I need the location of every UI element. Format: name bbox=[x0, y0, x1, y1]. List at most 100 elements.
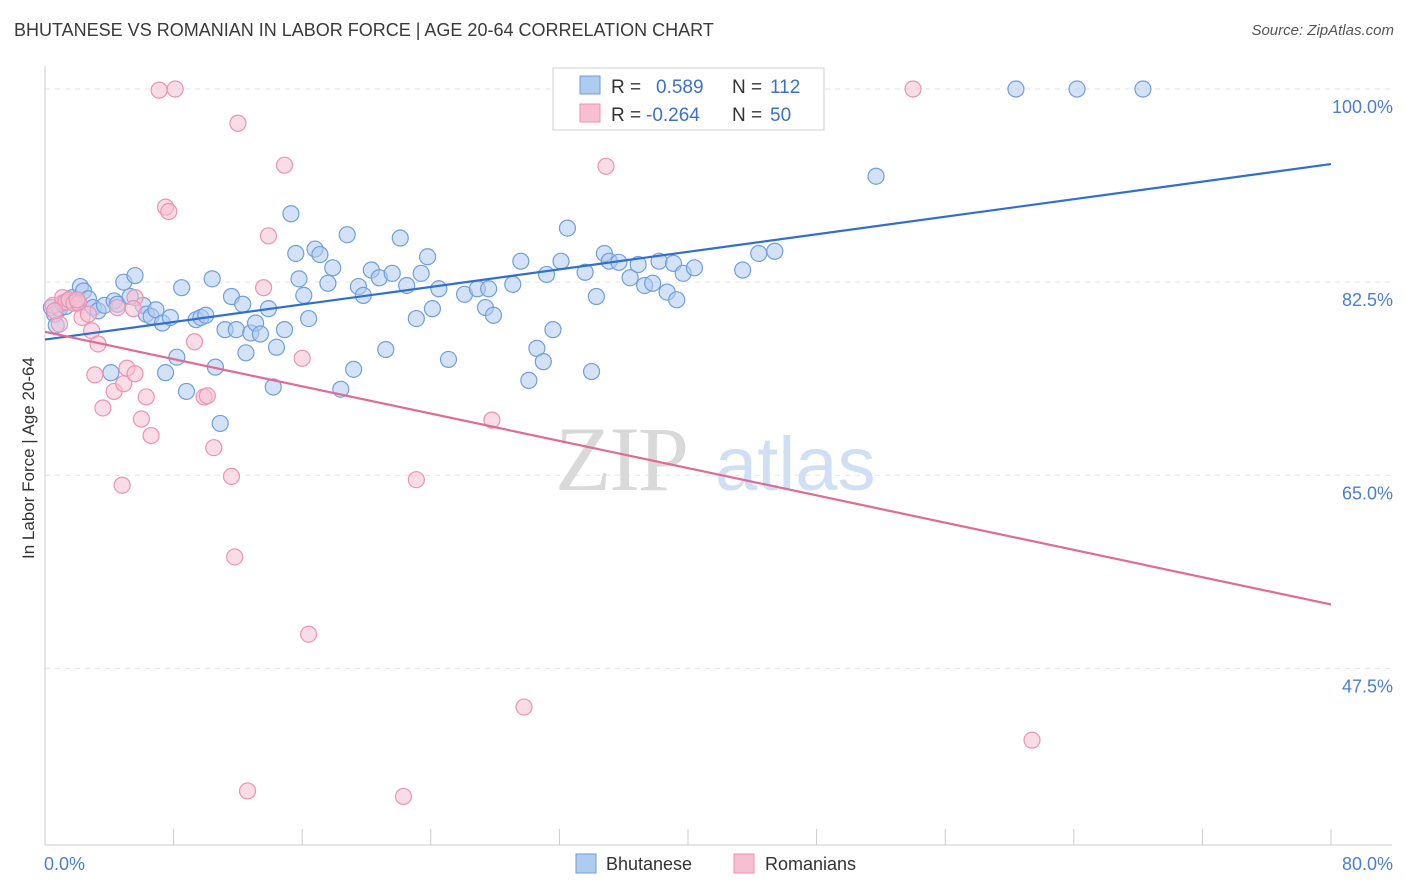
point-romanians-34 bbox=[238, 782, 257, 800]
point-bhutanese-34 bbox=[203, 270, 221, 288]
point-bhutanese-49 bbox=[282, 205, 300, 223]
point-bhutanese-48 bbox=[275, 321, 294, 339]
y-axis-label: In Labor Force | Age 20-64 bbox=[19, 357, 38, 559]
point-bhutanese-89 bbox=[576, 263, 594, 281]
point-romanians-40 bbox=[394, 787, 413, 806]
chart-title: BHUTANESE VS ROMANIAN IN LABOR FORCE | A… bbox=[14, 20, 714, 40]
point-romanians-37 bbox=[275, 156, 294, 174]
point-bhutanese-98 bbox=[644, 274, 662, 292]
point-romanians-25 bbox=[160, 202, 178, 221]
point-bhutanese-36 bbox=[211, 414, 229, 433]
point-bhutanese-81 bbox=[512, 252, 530, 270]
point-romanians-12 bbox=[94, 399, 112, 417]
point-bhutanese-108 bbox=[867, 167, 885, 185]
point-bhutanese-51 bbox=[290, 270, 308, 288]
point-romanians-23 bbox=[150, 81, 168, 99]
point-romanians-20 bbox=[132, 410, 151, 428]
point-romanians-36 bbox=[259, 227, 278, 245]
point-romanians-33 bbox=[229, 114, 247, 132]
point-bhutanese-69 bbox=[407, 309, 425, 328]
point-bhutanese-90 bbox=[582, 362, 601, 381]
x-tick-label-0: 0.0% bbox=[44, 854, 85, 874]
bottom-legend-romanians: Romanians bbox=[765, 854, 856, 874]
point-bhutanese-50 bbox=[287, 244, 305, 263]
legend-n-label-1: N = bbox=[732, 77, 762, 98]
trend-line-romanians bbox=[44, 330, 1332, 606]
point-romanians-26 bbox=[166, 80, 184, 98]
series-legend: Bhutanese Romanians bbox=[575, 853, 856, 874]
point-bhutanese-105 bbox=[734, 261, 752, 279]
point-bhutanese-57 bbox=[324, 259, 342, 277]
watermark-atlas: atlas bbox=[715, 422, 876, 507]
point-bhutanese-44 bbox=[251, 325, 270, 343]
point-romanians-8 bbox=[79, 305, 98, 323]
point-bhutanese-20 bbox=[126, 266, 144, 285]
point-romanians-29 bbox=[198, 387, 216, 405]
point-bhutanese-95 bbox=[621, 269, 639, 287]
point-bhutanese-15 bbox=[102, 364, 120, 382]
x-tick-labels: 0.0% 80.0% bbox=[44, 854, 1393, 874]
point-bhutanese-85 bbox=[537, 265, 556, 284]
point-bhutanese-60 bbox=[345, 360, 363, 378]
point-romanians-49 bbox=[124, 300, 143, 318]
point-bhutanese-72 bbox=[423, 300, 442, 318]
point-bhutanese-80 bbox=[504, 275, 522, 293]
point-bhutanese-87 bbox=[552, 252, 570, 270]
point-bhutanese-109 bbox=[1007, 80, 1025, 98]
legend-r-label-1: R = bbox=[611, 77, 641, 98]
point-romanians-48 bbox=[68, 291, 86, 309]
y-tick-label-1: 82.5% bbox=[1342, 290, 1393, 310]
gridlines bbox=[45, 88, 1392, 669]
bottom-legend-bhutanese: Bhutanese bbox=[606, 854, 692, 874]
point-romanians-38 bbox=[293, 349, 311, 367]
y-tick-label-0: 100.0% bbox=[1332, 97, 1393, 117]
point-bhutanese-47 bbox=[267, 338, 286, 356]
point-romanians-10 bbox=[86, 366, 104, 384]
point-bhutanese-28 bbox=[168, 348, 186, 366]
point-romanians-19 bbox=[126, 365, 144, 383]
legend-swatch-romanians bbox=[579, 103, 601, 123]
point-bhutanese-67 bbox=[391, 229, 409, 247]
point-romanians-45 bbox=[904, 80, 922, 98]
point-bhutanese-40 bbox=[234, 295, 252, 313]
legend-n-value-2: 50 bbox=[770, 105, 791, 126]
point-bhutanese-73 bbox=[430, 280, 448, 298]
point-bhutanese-59 bbox=[338, 226, 356, 244]
point-bhutanese-107 bbox=[766, 242, 784, 260]
point-bhutanese-33 bbox=[197, 306, 215, 324]
point-bhutanese-46 bbox=[264, 378, 282, 396]
point-bhutanese-111 bbox=[1134, 80, 1152, 98]
point-bhutanese-70 bbox=[412, 264, 430, 282]
point-bhutanese-78 bbox=[480, 280, 498, 298]
point-bhutanese-86 bbox=[544, 321, 562, 339]
point-bhutanese-30 bbox=[177, 382, 196, 401]
point-bhutanese-74 bbox=[439, 350, 458, 369]
axes bbox=[44, 66, 1392, 846]
point-bhutanese-66 bbox=[383, 264, 401, 282]
point-bhutanese-88 bbox=[558, 219, 577, 237]
legend-r-value-1: 0.589 bbox=[656, 77, 704, 98]
point-bhutanese-102 bbox=[668, 291, 686, 309]
y-tick-label-2: 65.0% bbox=[1342, 483, 1393, 503]
stats-legend: R = 0.589 N = 112 R = -0.264 N = 50 bbox=[552, 67, 825, 131]
point-romanians-32 bbox=[226, 548, 244, 566]
point-romanians-42 bbox=[483, 411, 501, 429]
point-bhutanese-26 bbox=[156, 364, 175, 382]
data-points bbox=[42, 80, 1152, 806]
point-bhutanese-39 bbox=[227, 321, 245, 339]
point-romanians-27 bbox=[185, 333, 204, 351]
legend-swatch-bhutanese bbox=[579, 75, 601, 95]
point-bhutanese-104 bbox=[685, 259, 704, 277]
point-bhutanese-29 bbox=[173, 279, 191, 297]
point-bhutanese-41 bbox=[237, 344, 255, 362]
point-bhutanese-82 bbox=[520, 371, 538, 389]
point-romanians-15 bbox=[113, 476, 131, 494]
point-bhutanese-110 bbox=[1068, 80, 1086, 98]
watermark-zip: ZIP bbox=[555, 408, 687, 510]
point-bhutanese-79 bbox=[484, 306, 503, 324]
point-bhutanese-71 bbox=[418, 248, 437, 266]
point-romanians-21 bbox=[137, 388, 155, 406]
point-bhutanese-52 bbox=[295, 286, 313, 305]
y-tick-label-3: 47.5% bbox=[1342, 676, 1393, 696]
